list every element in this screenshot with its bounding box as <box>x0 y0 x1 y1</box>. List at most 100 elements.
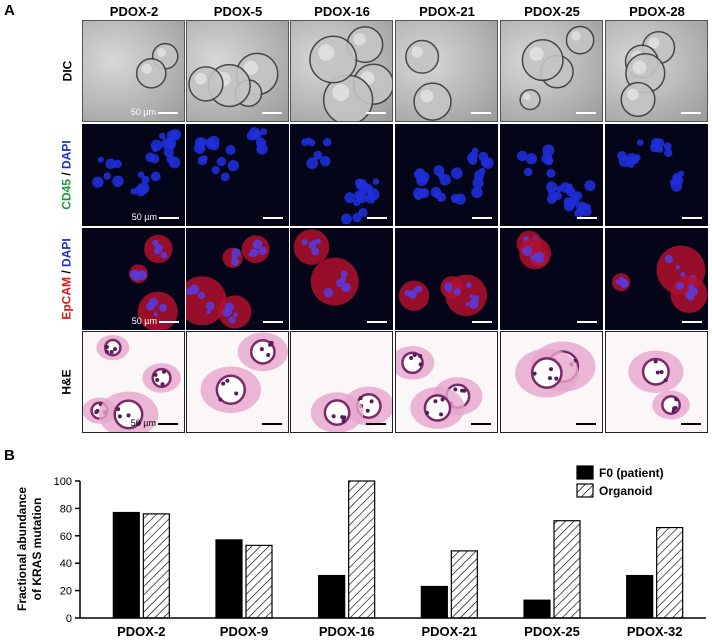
micrograph-dic-6 <box>605 20 708 122</box>
scale-bar-label: 50 µm <box>130 107 156 117</box>
scale-bar-label: 50 µm <box>130 418 156 428</box>
column-header: PDOX-25 <box>524 4 580 19</box>
scale-bar <box>681 423 701 425</box>
column-header: PDOX-21 <box>419 4 475 19</box>
scale-bar <box>159 217 179 219</box>
legend-swatch <box>576 465 594 480</box>
bar-f0 <box>523 599 551 619</box>
bar-f0 <box>420 585 448 619</box>
micrograph-drawing <box>620 30 676 117</box>
micrograph-drawing <box>135 42 179 89</box>
scale-bar <box>682 321 702 323</box>
y-tick-label: 100 <box>54 476 72 488</box>
micrograph-drawing <box>92 129 182 197</box>
scale-bar <box>682 217 702 219</box>
scale-bar <box>472 217 492 219</box>
panel-b-label: B <box>4 447 15 464</box>
x-tick-label: PDOX-21 <box>422 624 478 639</box>
bar-f0 <box>318 574 346 619</box>
micrograph-epcam-dapi-1: 50 µm <box>82 228 185 330</box>
scale-bar <box>262 423 282 425</box>
micrograph-cd45-dapi-1: 50 µm <box>82 124 185 226</box>
micrograph-cd45-dapi-5 <box>500 124 603 226</box>
micrograph-drawing <box>515 341 596 398</box>
bar-organoid <box>553 520 581 619</box>
micrograph-he-4 <box>395 331 498 433</box>
x-tick-label: PDOX-32 <box>627 624 683 639</box>
micrograph-drawing <box>516 230 552 270</box>
scale-bar <box>263 217 283 219</box>
scale-bar-label: 50 µm <box>131 212 157 222</box>
y-axis-label-line: of KRAS mutation <box>30 498 44 601</box>
scale-bar <box>472 321 492 323</box>
bar-f0 <box>215 539 243 619</box>
micrograph-drawing <box>188 52 279 108</box>
scale-bar <box>577 217 597 219</box>
micrograph-drawing <box>186 235 270 329</box>
column-header: PDOX-16 <box>314 4 370 19</box>
column-header: PDOX-2 <box>109 4 159 19</box>
bar-organoid <box>142 513 170 619</box>
micrograph-epcam-dapi-3 <box>290 228 393 330</box>
micrograph-drawing <box>398 274 488 317</box>
legend-label: Organoid <box>599 484 652 498</box>
micrograph-drawing <box>301 137 380 225</box>
y-tick-label: 80 <box>60 503 72 515</box>
micrograph-he-3 <box>290 331 393 433</box>
micrograph-drawing <box>396 346 483 429</box>
y-tick-label: 60 <box>60 531 72 543</box>
micrograph-drawing <box>83 334 181 432</box>
micrograph-he-2 <box>186 331 289 433</box>
scale-bar <box>367 217 387 219</box>
micrograph-drawing <box>519 25 595 111</box>
micrograph-dic-1: 50 µm <box>82 20 185 122</box>
y-tick-label: 0 <box>66 613 72 625</box>
micrograph-dic-4 <box>395 20 498 122</box>
column-header: PDOX-28 <box>629 4 685 19</box>
scale-bar <box>471 112 491 114</box>
y-tick-label: 40 <box>60 558 72 570</box>
scale-bar <box>367 321 387 323</box>
scale-bar <box>577 321 597 323</box>
scale-bar <box>263 321 283 323</box>
scale-bar <box>366 112 386 114</box>
scale-bar <box>681 112 701 114</box>
micrograph-drawing <box>129 234 178 330</box>
y-axis-label: Fractional abundanceof KRAS mutation <box>15 487 44 611</box>
micrograph-he-5 <box>500 331 603 433</box>
micrograph-cd45-dapi-4 <box>395 124 498 226</box>
micrograph-epcam-dapi-4 <box>395 228 498 330</box>
scale-bar <box>159 321 179 323</box>
scale-bar <box>576 423 596 425</box>
micrograph-drawing <box>628 350 690 420</box>
bar-f0 <box>626 574 654 619</box>
micrograph-drawing <box>310 386 392 432</box>
column-header: PDOX-5 <box>213 4 263 19</box>
micrograph-drawing <box>193 127 268 182</box>
micrograph-drawing <box>516 144 596 219</box>
scale-bar <box>366 423 386 425</box>
micrograph-epcam-dapi-6 <box>605 228 708 330</box>
legend-swatch <box>576 483 594 498</box>
bar-organoid <box>348 480 376 619</box>
scale-bar <box>576 112 596 114</box>
micrograph-drawing <box>200 332 288 414</box>
x-tick-label: PDOX-25 <box>524 624 580 639</box>
x-tick-label: PDOX-9 <box>220 624 268 639</box>
legend-label: F0 (patient) <box>599 466 664 480</box>
y-tick-label: 20 <box>60 586 72 598</box>
micrograph-he-1: 50 µm <box>82 331 185 433</box>
bar-organoid <box>245 544 273 619</box>
micrograph-he-6 <box>605 331 708 433</box>
panel-a-label: A <box>4 2 15 19</box>
micrograph-drawing <box>617 138 685 192</box>
micrograph-dic-3 <box>290 20 393 122</box>
micrograph-cd45-dapi-6 <box>605 124 708 226</box>
scale-bar <box>158 423 178 425</box>
bar-f0 <box>112 511 140 619</box>
bar-organoid <box>656 526 684 619</box>
micrograph-epcam-dapi-5 <box>500 228 603 330</box>
x-tick-label: PDOX-16 <box>319 624 375 639</box>
